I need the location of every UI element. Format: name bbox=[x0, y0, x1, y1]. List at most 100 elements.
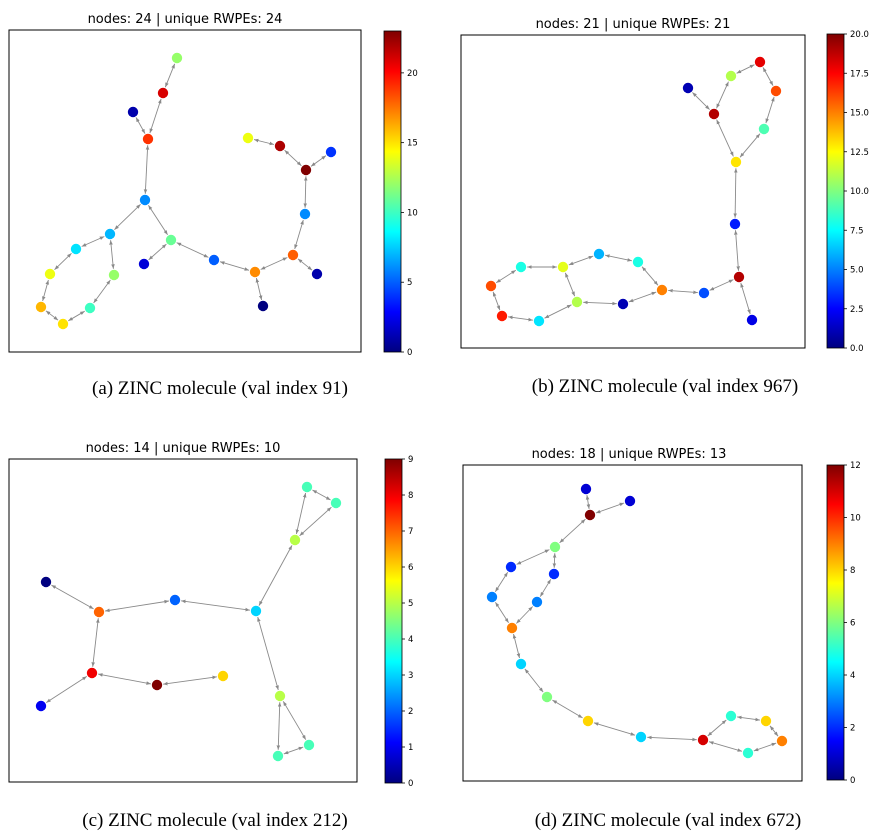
atom-node bbox=[217, 670, 229, 682]
colorbar-tick-label: 0 bbox=[407, 348, 412, 358]
atom-node bbox=[250, 605, 262, 617]
plot-frame bbox=[8, 29, 362, 353]
bond-edge bbox=[295, 492, 307, 535]
atom-node bbox=[593, 248, 605, 260]
panel-d: nodes: 18 | unique RWPEs: 13 0 2 4 6 8 10 12 (… bbox=[462, 447, 861, 831]
bond-edge bbox=[45, 310, 59, 321]
bond-edge bbox=[257, 616, 279, 691]
colorbar-tick-label: 12 bbox=[850, 461, 861, 471]
bond-edge bbox=[583, 300, 617, 306]
bond-edge bbox=[114, 203, 141, 231]
atom-node bbox=[624, 495, 636, 507]
bond-edge bbox=[258, 545, 293, 606]
colorbar-tick-label: 1 bbox=[408, 743, 413, 753]
atom-node bbox=[171, 52, 183, 64]
bond-edge bbox=[495, 269, 517, 284]
bond-edge bbox=[297, 258, 313, 271]
bond-edge bbox=[109, 240, 115, 269]
atom-node bbox=[303, 739, 315, 751]
bond-edge bbox=[255, 277, 263, 301]
colorbar-tick-label: 2 bbox=[408, 707, 413, 717]
bond-edge bbox=[68, 310, 85, 322]
atom-node bbox=[35, 301, 47, 313]
molecule-graph bbox=[35, 481, 342, 762]
colorbar-tick-label: 8 bbox=[850, 566, 855, 576]
bond-edge bbox=[585, 495, 591, 509]
atom-node bbox=[708, 108, 720, 120]
atom-node bbox=[40, 576, 52, 588]
atom-node bbox=[531, 596, 543, 608]
atom-node bbox=[697, 734, 709, 746]
bond-edge bbox=[494, 571, 509, 593]
panel-a: nodes: 24 | unique RWPEs: 24 0 5 10 15 20 (a… bbox=[8, 12, 418, 399]
atom-node bbox=[541, 691, 553, 703]
bond-edge bbox=[524, 668, 544, 693]
bond-edge bbox=[54, 252, 72, 271]
atom-node bbox=[151, 679, 163, 691]
bond-edge bbox=[283, 746, 304, 755]
bond-edge bbox=[605, 254, 632, 262]
colorbar-tick-label: 5 bbox=[408, 599, 413, 609]
atom-node bbox=[557, 261, 569, 273]
atom-node bbox=[287, 249, 299, 261]
bond-edge bbox=[564, 272, 576, 297]
caption: (d) ZINC molecule (val index 672) bbox=[535, 810, 801, 831]
atom-node bbox=[35, 700, 47, 712]
plot-frame bbox=[460, 34, 806, 349]
atom-node bbox=[108, 269, 120, 281]
atom-node bbox=[299, 208, 311, 220]
colorbar-tick-label: 12.5 bbox=[850, 148, 869, 158]
atom-node bbox=[242, 132, 254, 144]
atom-node bbox=[157, 87, 169, 99]
colorbar-ticks: 0 1 2 3 4 5 6 7 8 9 bbox=[402, 455, 413, 789]
atom-node bbox=[582, 715, 594, 727]
atom-node bbox=[746, 314, 758, 326]
atom-node bbox=[742, 747, 754, 759]
bond-edge bbox=[91, 618, 100, 667]
atom-node bbox=[165, 234, 177, 246]
bond-edge bbox=[552, 553, 557, 568]
atom-node bbox=[754, 56, 766, 68]
bond-edge bbox=[181, 599, 250, 612]
colorbar-tick-label: 6 bbox=[850, 619, 855, 629]
bond-edge bbox=[51, 584, 94, 610]
atom-node bbox=[730, 156, 742, 168]
bond-edge bbox=[260, 257, 288, 270]
atom-node bbox=[138, 258, 150, 270]
atom-node bbox=[656, 284, 668, 296]
atom-node bbox=[70, 243, 82, 255]
atom-node bbox=[698, 287, 710, 299]
bond-edge bbox=[164, 63, 176, 88]
bond-edge bbox=[508, 315, 533, 322]
colorbar-tick-label: 15 bbox=[407, 139, 418, 149]
atom-node bbox=[776, 735, 788, 747]
bond-edge bbox=[45, 676, 88, 703]
atom-node bbox=[505, 561, 517, 573]
bond-edge bbox=[42, 279, 49, 302]
colorbar-tick-label: 17.5 bbox=[850, 69, 869, 79]
bond-edge bbox=[312, 489, 331, 501]
panel-title: nodes: 24 | unique RWPEs: 24 bbox=[88, 12, 283, 27]
bond-edge bbox=[736, 64, 755, 74]
bond-edge bbox=[734, 230, 740, 271]
bond-edge bbox=[253, 138, 275, 146]
colorbar-tick-label: 7 bbox=[408, 527, 413, 537]
atom-node bbox=[486, 591, 498, 603]
atom-node bbox=[208, 254, 220, 266]
bond-edge bbox=[93, 279, 111, 304]
bond-edge bbox=[148, 243, 167, 261]
bond-edge bbox=[516, 549, 550, 565]
bond-edge bbox=[769, 725, 779, 737]
atom-node bbox=[617, 298, 629, 310]
bond-edge bbox=[552, 699, 583, 719]
bond-edge bbox=[737, 715, 760, 722]
panel-title: nodes: 21 | unique RWPEs: 21 bbox=[536, 17, 731, 32]
bond-edge bbox=[762, 67, 774, 86]
colorbar-tick-label: 10.0 bbox=[850, 187, 869, 197]
atom-node bbox=[571, 296, 583, 308]
atom-node bbox=[84, 302, 96, 314]
atom-node bbox=[139, 194, 151, 206]
colorbar bbox=[384, 458, 403, 784]
atom-node bbox=[289, 534, 301, 546]
